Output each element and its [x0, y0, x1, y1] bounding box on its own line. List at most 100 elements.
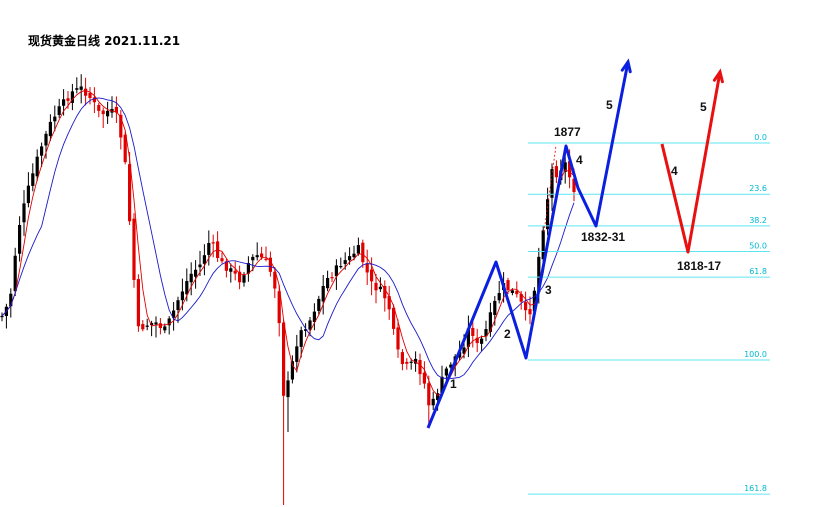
fibonacci-levels: 0.0 23.6 38.2 50.0 61.8 100.0 161.8 — [528, 133, 770, 495]
candle-body — [444, 368, 448, 376]
fib-label: 50.0 — [749, 242, 767, 251]
candle-body — [268, 257, 272, 272]
candle-body — [202, 255, 206, 264]
wave-1-label: 1 — [450, 377, 457, 391]
projection-line — [543, 145, 557, 233]
candle-body — [97, 104, 101, 111]
candle-body — [75, 88, 79, 90]
candle-body — [422, 372, 426, 384]
candle-body — [440, 376, 444, 393]
candle-body — [141, 324, 145, 330]
candle-body — [31, 173, 35, 186]
candle-body — [488, 312, 492, 332]
candle-body — [286, 380, 290, 398]
candle-body — [282, 322, 286, 396]
candle-body — [44, 133, 48, 146]
candle-body — [427, 383, 431, 406]
candle-body — [334, 265, 338, 277]
blue-wave-5-arrow-head — [620, 58, 632, 74]
candle-body — [136, 279, 140, 327]
candle-body — [242, 275, 246, 283]
candle-body — [418, 359, 422, 375]
candle-body — [299, 330, 303, 347]
candle-body — [339, 266, 343, 268]
candle-body — [260, 253, 264, 258]
candle-body — [66, 98, 70, 101]
candle-body — [233, 270, 237, 274]
candle-body — [92, 97, 96, 103]
fib-label: 0.0 — [754, 133, 767, 142]
red-wave-5-arrow — [686, 70, 722, 254]
candle-body — [106, 110, 110, 117]
candle-body — [246, 263, 250, 274]
candle-body — [308, 320, 312, 330]
candle-body — [207, 243, 211, 255]
fib-label: 100.0 — [744, 350, 767, 359]
candle-body — [304, 329, 308, 331]
candle-body — [57, 106, 61, 115]
candle-body — [475, 337, 479, 344]
candle-body — [378, 286, 382, 290]
candle-body — [462, 347, 466, 354]
candle-body — [361, 242, 365, 263]
candle-body — [400, 352, 404, 365]
fib-label: 161.8 — [744, 484, 767, 493]
candle-body — [466, 328, 470, 347]
candle-body — [189, 273, 193, 283]
candle-body — [356, 245, 360, 254]
candle-body — [158, 323, 162, 329]
candle-body — [317, 298, 321, 311]
fib-label: 61.8 — [749, 267, 767, 276]
candle-body — [572, 178, 576, 193]
fib-label: 38.2 — [749, 216, 767, 225]
candle-body — [211, 242, 215, 244]
candle-body — [414, 358, 418, 364]
candle-body — [568, 161, 572, 178]
candle-body — [277, 291, 281, 324]
target-blue-label: 1832-31 — [581, 230, 625, 244]
candle-body — [251, 256, 255, 261]
candle-body — [0, 315, 4, 318]
candle-body — [48, 121, 52, 137]
wave-5-red-label: 5 — [700, 100, 707, 114]
candle-body — [524, 302, 528, 311]
candle-body — [145, 325, 149, 327]
candle-body — [9, 293, 13, 307]
candle-body — [563, 162, 567, 172]
candle-body — [484, 329, 488, 337]
candle-body — [312, 311, 316, 322]
candle-body — [62, 99, 66, 106]
candle-body — [154, 322, 158, 325]
candle-body — [409, 361, 413, 363]
wave-4-blue-label: 4 — [576, 153, 583, 167]
candle-body — [374, 282, 378, 291]
candle-body — [554, 166, 558, 178]
candle-body — [40, 146, 44, 156]
ma-fast-line — [1, 89, 575, 396]
peak-label: 1877 — [554, 125, 581, 139]
candle-body — [150, 322, 154, 326]
candle-body — [510, 290, 514, 293]
candle-body — [79, 86, 83, 90]
candle-body — [264, 258, 268, 260]
blue-wave-5-arrow — [594, 60, 630, 228]
candle-body — [449, 364, 453, 368]
candle-body — [528, 309, 532, 315]
candle-body — [405, 361, 409, 364]
elliott-wave-paths — [426, 58, 724, 429]
blue-wave-path — [426, 144, 598, 429]
candle-body — [176, 300, 180, 311]
fib-label: 23.6 — [749, 184, 767, 193]
ma-slow-line — [1, 97, 575, 380]
candle-body — [180, 291, 184, 301]
candle-body — [114, 106, 118, 113]
candle-body — [290, 361, 294, 380]
candle-body — [22, 203, 26, 223]
candle-body — [493, 300, 497, 315]
candle-body — [163, 326, 167, 331]
candle-body — [101, 110, 105, 115]
wave-2-label: 2 — [504, 327, 511, 341]
chart-title: 现货黄金日线 2021.11.21 — [28, 33, 180, 48]
candle-body — [198, 264, 202, 268]
